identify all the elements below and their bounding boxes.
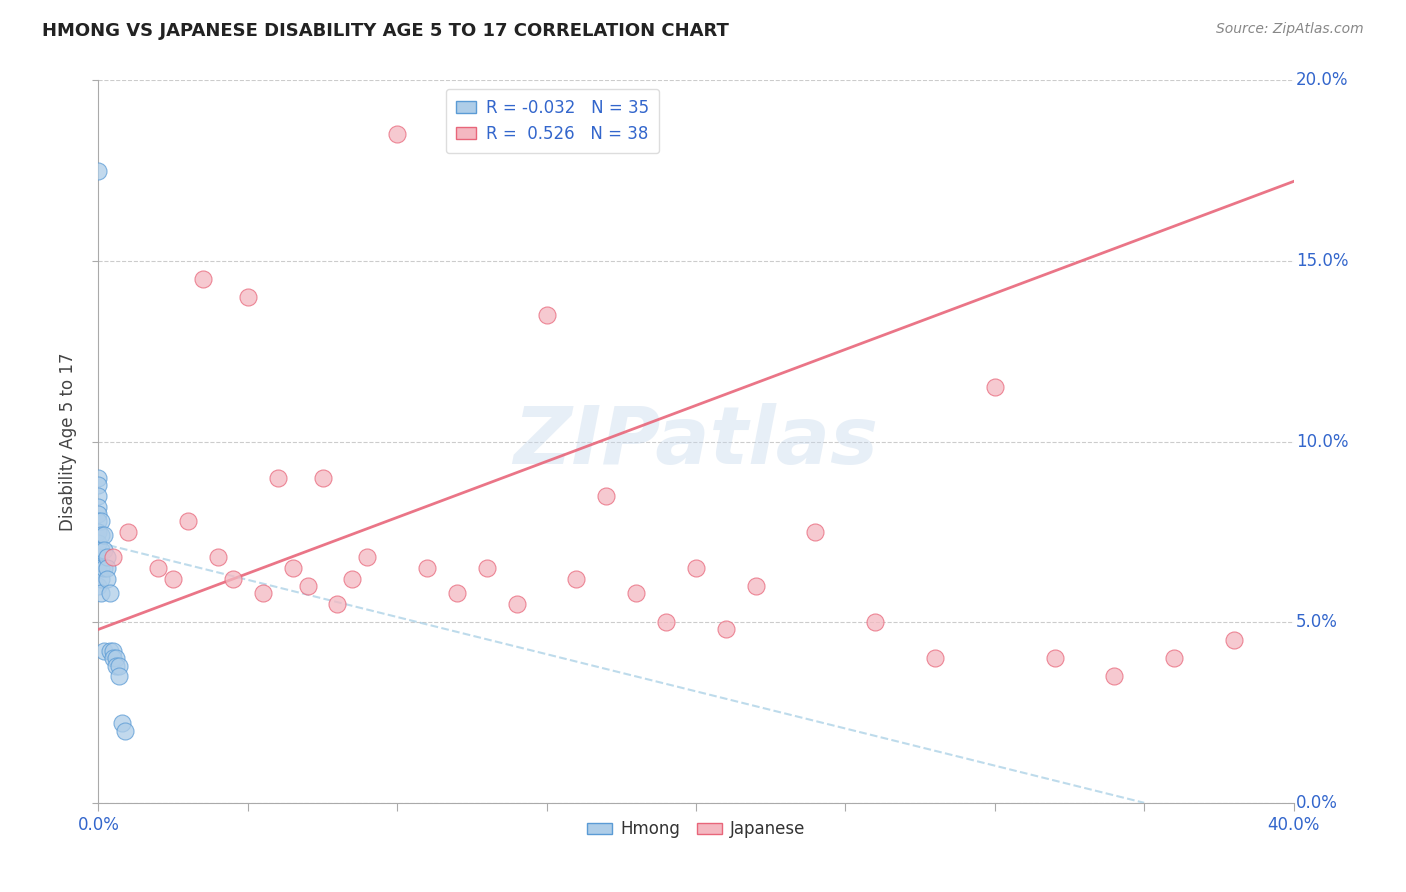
Point xyxy=(267,471,290,485)
Point xyxy=(1104,669,1126,683)
Point xyxy=(114,723,136,738)
Point xyxy=(655,615,678,630)
Point xyxy=(1043,651,1066,665)
Point xyxy=(108,669,131,683)
Text: ZIPatlas: ZIPatlas xyxy=(513,402,879,481)
Point xyxy=(207,550,229,565)
Point xyxy=(90,514,112,528)
Point xyxy=(565,572,588,586)
Point xyxy=(105,658,128,673)
Point xyxy=(326,597,349,611)
Point xyxy=(87,489,110,503)
Point xyxy=(311,471,333,485)
Point xyxy=(108,658,131,673)
Point xyxy=(385,128,409,142)
Point xyxy=(90,586,112,600)
Point xyxy=(87,535,110,549)
Y-axis label: Disability Age 5 to 17: Disability Age 5 to 17 xyxy=(59,352,77,531)
Text: 0.0%: 0.0% xyxy=(1296,794,1337,812)
Point xyxy=(87,471,110,485)
Text: 20.0%: 20.0% xyxy=(1296,71,1348,89)
Point xyxy=(103,651,125,665)
Point xyxy=(96,550,118,565)
Point xyxy=(356,550,378,565)
Point xyxy=(804,524,827,539)
Point xyxy=(536,308,558,322)
Point xyxy=(446,586,468,600)
Point xyxy=(506,597,529,611)
Point xyxy=(105,651,128,665)
Point xyxy=(96,572,118,586)
Point xyxy=(236,290,259,304)
Point xyxy=(93,644,115,658)
Point xyxy=(475,561,498,575)
Point xyxy=(252,586,274,600)
Legend: Hmong, Japanese: Hmong, Japanese xyxy=(581,814,811,845)
Point xyxy=(87,524,110,539)
Point xyxy=(1223,633,1246,648)
Point xyxy=(222,572,245,586)
Point xyxy=(745,579,768,593)
Point xyxy=(685,561,707,575)
Point xyxy=(90,572,112,586)
Text: 5.0%: 5.0% xyxy=(1296,613,1337,632)
Point xyxy=(714,623,737,637)
Point xyxy=(177,514,200,528)
Point xyxy=(103,550,125,565)
Point xyxy=(297,579,319,593)
Point xyxy=(103,644,125,658)
Text: 15.0%: 15.0% xyxy=(1296,252,1348,270)
Point xyxy=(98,644,122,658)
Point xyxy=(87,550,110,565)
Point xyxy=(342,572,364,586)
Point xyxy=(87,561,110,575)
Point xyxy=(87,500,110,514)
Point xyxy=(96,561,118,575)
Point xyxy=(1163,651,1185,665)
Text: HMONG VS JAPANESE DISABILITY AGE 5 TO 17 CORRELATION CHART: HMONG VS JAPANESE DISABILITY AGE 5 TO 17… xyxy=(42,22,730,40)
Point xyxy=(87,507,110,521)
Point xyxy=(416,561,439,575)
Point xyxy=(281,561,304,575)
Point xyxy=(98,586,122,600)
Point xyxy=(90,542,112,557)
Point xyxy=(93,528,115,542)
Point xyxy=(87,163,110,178)
Point xyxy=(90,561,112,575)
Point xyxy=(90,528,112,542)
Point xyxy=(984,380,1007,394)
Text: Source: ZipAtlas.com: Source: ZipAtlas.com xyxy=(1216,22,1364,37)
Point xyxy=(191,272,214,286)
Point xyxy=(93,561,115,575)
Point xyxy=(626,586,648,600)
Point xyxy=(87,514,110,528)
Point xyxy=(148,561,170,575)
Point xyxy=(595,489,617,503)
Point xyxy=(117,524,139,539)
Point xyxy=(93,542,115,557)
Point xyxy=(87,478,110,492)
Text: 10.0%: 10.0% xyxy=(1296,433,1348,450)
Point xyxy=(924,651,946,665)
Point xyxy=(865,615,887,630)
Point xyxy=(87,579,110,593)
Point xyxy=(111,716,134,731)
Point xyxy=(162,572,184,586)
